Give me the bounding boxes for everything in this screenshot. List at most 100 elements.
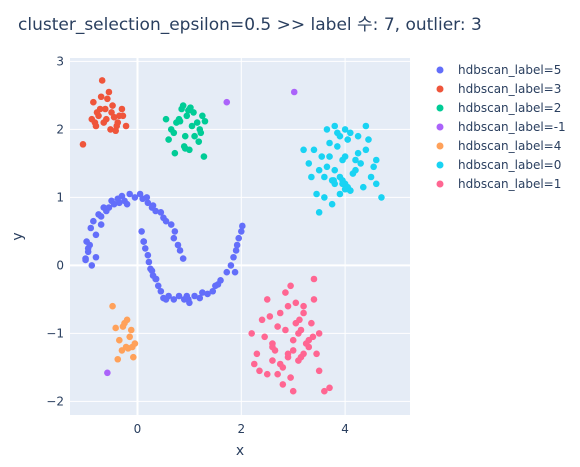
data-point: [179, 102, 187, 109]
data-point: [138, 228, 145, 235]
data-point: [284, 350, 292, 358]
data-point: [92, 122, 100, 130]
data-point: [339, 180, 346, 188]
data-point: [144, 199, 152, 207]
data-point: [300, 350, 307, 358]
data-point: [300, 146, 307, 154]
data-point: [107, 126, 114, 133]
data-point: [112, 324, 119, 332]
data-point: [152, 275, 160, 283]
data-point: [104, 369, 111, 377]
data-point: [359, 183, 367, 191]
data-point: [309, 333, 317, 341]
data-point: [256, 367, 263, 375]
data-point: [308, 319, 315, 327]
data-point: [170, 234, 178, 242]
data-point: [170, 296, 178, 303]
legend-label[interactable]: hdbscan_label=4: [458, 139, 561, 153]
data-point: [269, 340, 276, 347]
data-point: [331, 166, 339, 174]
data-point: [79, 141, 87, 148]
data-point: [287, 282, 294, 290]
data-point: [318, 153, 326, 160]
legend-marker[interactable]: [436, 66, 444, 74]
data-point: [230, 253, 237, 261]
data-point: [326, 153, 333, 160]
legend-marker[interactable]: [436, 123, 444, 131]
data-point: [315, 166, 323, 174]
data-point: [116, 336, 123, 344]
legend-marker[interactable]: [436, 161, 444, 169]
data-point: [93, 109, 101, 116]
data-point: [282, 326, 289, 334]
data-point: [372, 180, 380, 188]
data-point: [352, 156, 359, 164]
legend-label[interactable]: hdbscan_label=5: [458, 63, 561, 77]
data-point: [140, 238, 148, 245]
data-point: [321, 194, 328, 201]
data-point: [201, 117, 209, 125]
data-point: [131, 194, 139, 201]
data-point: [336, 190, 344, 198]
legend-marker[interactable]: [436, 85, 444, 93]
data-point: [372, 156, 380, 164]
data-point: [321, 173, 328, 181]
data-point: [176, 247, 184, 254]
legend-label[interactable]: hdbscan_label=3: [458, 82, 561, 96]
y-axis-title: y: [10, 232, 26, 240]
data-point: [171, 149, 179, 157]
data-point: [131, 340, 139, 347]
data-point: [300, 309, 307, 317]
data-point: [263, 296, 271, 303]
data-point: [109, 102, 116, 109]
data-point: [227, 262, 235, 269]
data-point: [313, 350, 320, 358]
data-point: [88, 262, 96, 269]
legend-label[interactable]: hdbscan_label=1: [458, 177, 561, 191]
y-tick-label: −2: [46, 394, 64, 408]
legend-marker[interactable]: [436, 180, 444, 188]
data-point: [87, 224, 95, 232]
data-point: [239, 222, 246, 230]
data-point: [248, 330, 255, 337]
legend-label[interactable]: hdbscan_label=-1: [458, 120, 566, 134]
data-point: [378, 194, 385, 201]
data-point: [300, 302, 307, 310]
legend-marker[interactable]: [436, 142, 444, 150]
legend-label[interactable]: hdbscan_label=0: [458, 158, 561, 172]
data-point: [354, 132, 362, 140]
data-point: [297, 326, 305, 334]
data-point: [84, 245, 92, 252]
data-point: [284, 302, 292, 310]
data-point: [287, 374, 294, 381]
data-point: [266, 313, 274, 320]
data-point: [191, 132, 198, 140]
data-point: [97, 93, 105, 101]
data-point: [204, 290, 211, 298]
data-point: [233, 241, 241, 249]
data-point: [199, 289, 206, 296]
data-point: [123, 316, 131, 324]
legend-label[interactable]: hdbscan_label=2: [458, 101, 561, 115]
data-point: [165, 136, 172, 143]
data-point: [326, 384, 333, 392]
data-point: [263, 370, 271, 378]
legend-marker[interactable]: [436, 104, 444, 112]
data-point: [341, 126, 349, 133]
data-point: [92, 231, 100, 239]
data-point: [181, 145, 189, 152]
data-point: [196, 294, 204, 302]
data-point: [292, 299, 300, 307]
data-point: [341, 185, 349, 193]
data-point: [200, 153, 208, 160]
data-point: [116, 199, 123, 207]
data-point: [362, 146, 370, 154]
data-point: [144, 251, 152, 259]
data-point: [339, 156, 346, 164]
data-point: [88, 115, 96, 123]
data-point: [183, 112, 191, 120]
data-point: [344, 136, 352, 143]
data-point: [323, 126, 331, 133]
data-point: [105, 88, 113, 96]
data-point: [334, 129, 341, 137]
